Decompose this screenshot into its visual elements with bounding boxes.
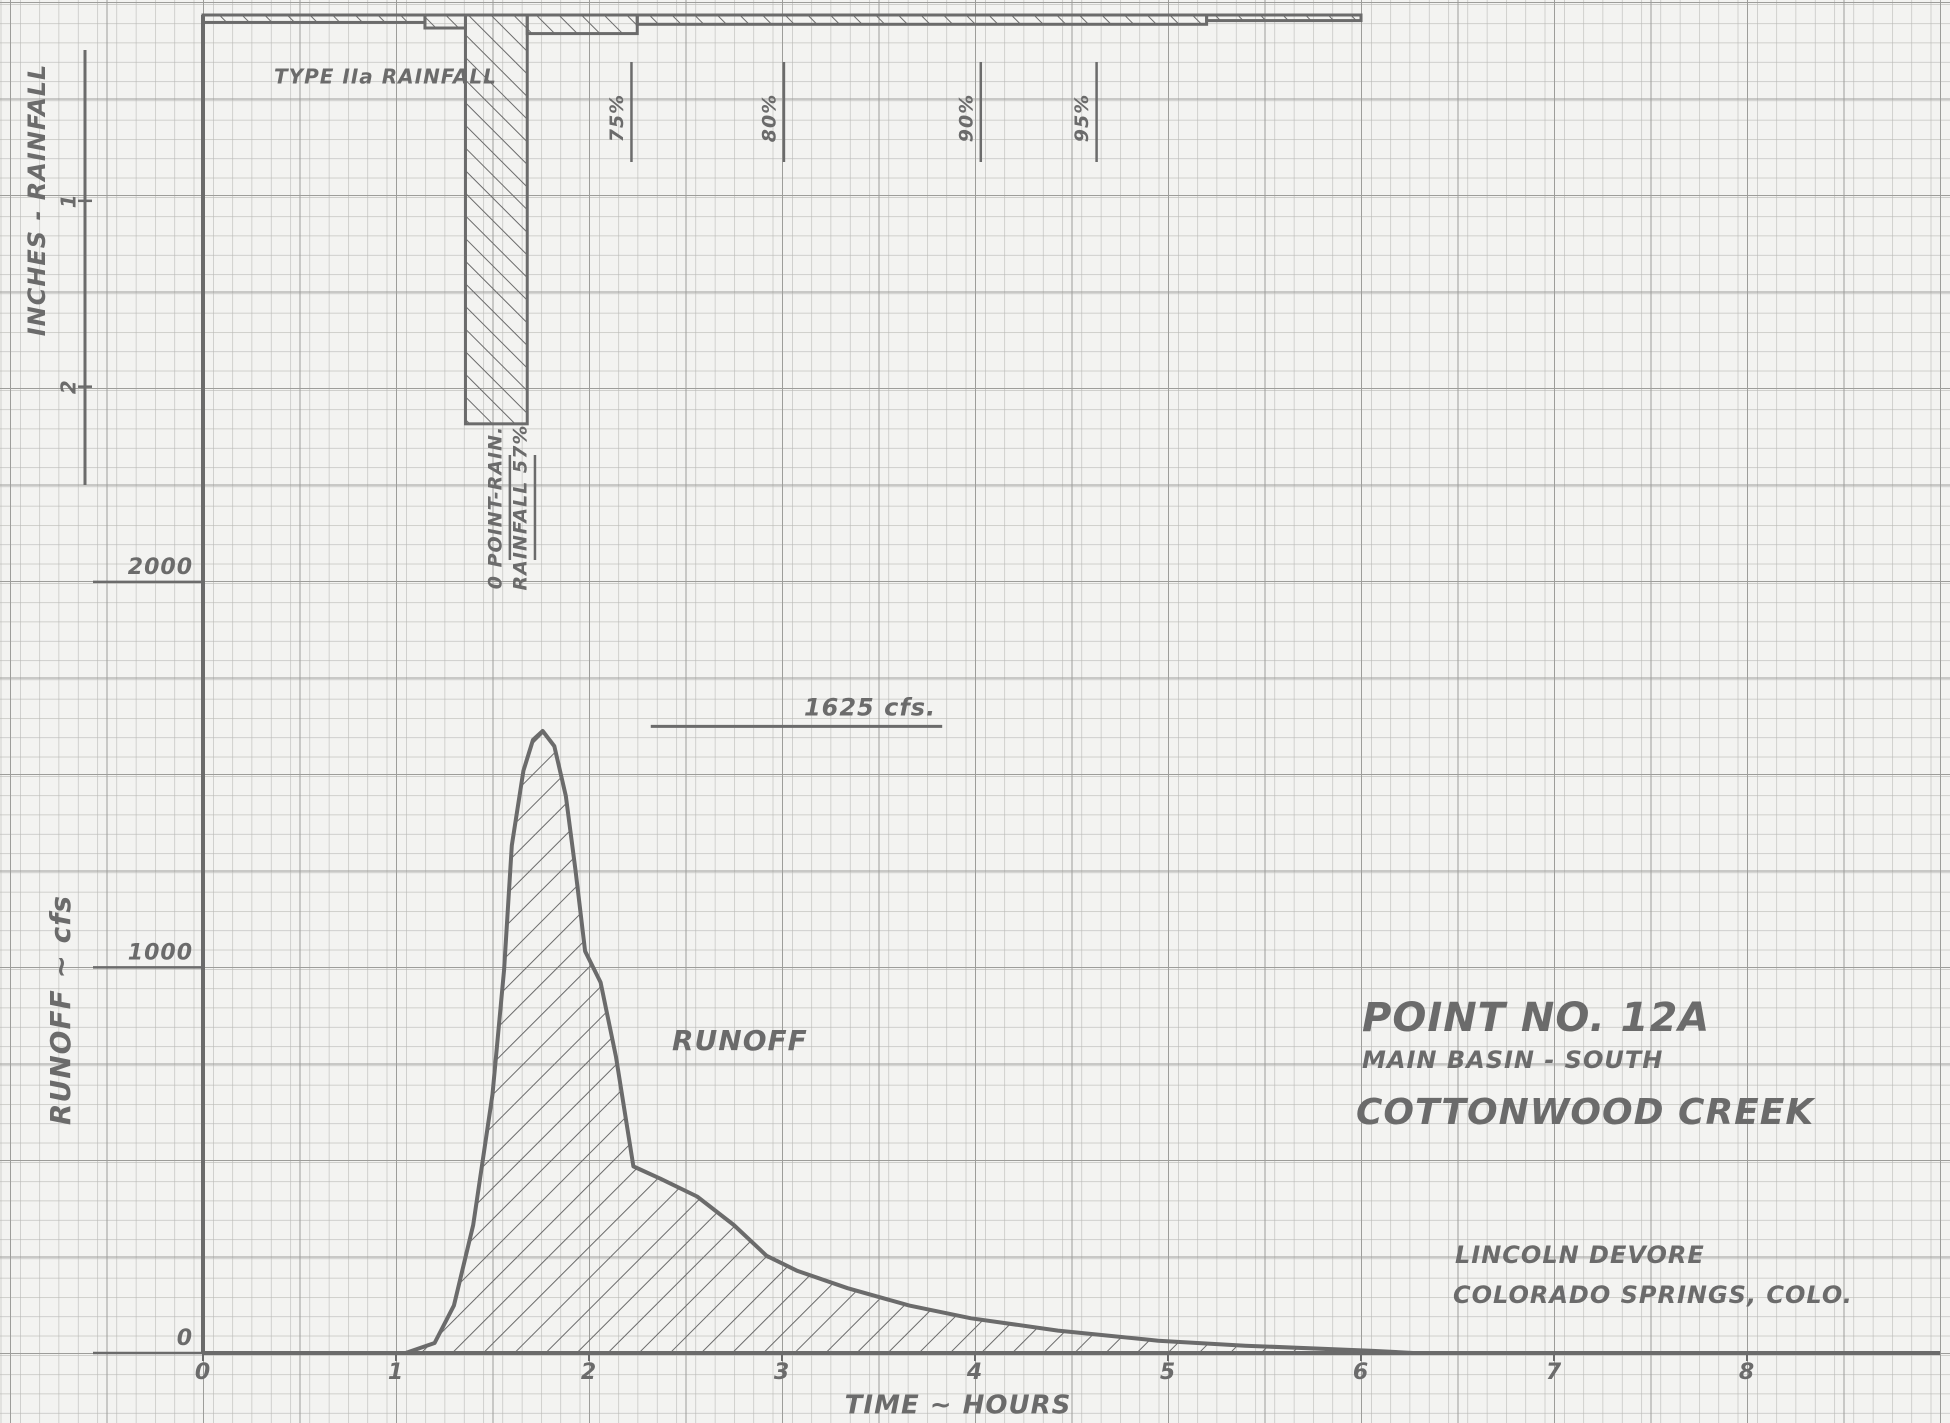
- x-tick-label: 2: [581, 1360, 597, 1385]
- chart: POINT NO. 12A MAIN BASIN - SOUTH COTTONW…: [0, 0, 1950, 1423]
- rain-bar: [527, 15, 637, 34]
- y2-tick-label: 1: [57, 193, 81, 208]
- rain-bar: [1207, 15, 1361, 21]
- y-tick-label: 2000: [128, 555, 193, 580]
- x-tick-label: 1: [388, 1360, 404, 1385]
- marker-label: 75%: [606, 94, 628, 142]
- y-axis-label: RUNOFF ~ cfs: [44, 895, 77, 1125]
- x-axis-label: TIME ~ HOURS: [845, 1391, 1072, 1421]
- rain-bar: [425, 15, 466, 28]
- x-tick-label: 4: [966, 1360, 983, 1385]
- x-tick-label: 6: [1353, 1360, 1369, 1385]
- x-tick-label: 7: [1546, 1360, 1562, 1385]
- marker-label: 90%: [955, 94, 977, 142]
- marker-label: 95%: [1071, 94, 1093, 142]
- series-label: TYPE IIa RAINFALL: [274, 65, 497, 89]
- series-label: RUNOFF: [672, 1024, 808, 1057]
- marker-label: 80%: [758, 94, 780, 142]
- annotation: COLORADO SPRINGS, COLO.: [1453, 1281, 1853, 1309]
- rain-bar: [637, 15, 1206, 24]
- x-tick-label: 8: [1739, 1360, 1755, 1385]
- y-tick-label: 1000: [128, 940, 193, 965]
- y2-axis-label: INCHES - RAINFALL: [23, 64, 51, 337]
- annotation: LINCOLN DEVORE: [1455, 1241, 1705, 1269]
- marker-label: 0 POINT-RAIN.: [484, 426, 506, 589]
- y2-tick-label: 2: [57, 379, 81, 394]
- graph-paper: [0, 0, 1950, 1423]
- x-tick-label: 5: [1160, 1360, 1176, 1385]
- chart-title: POINT NO. 12A: [1362, 995, 1710, 1041]
- chart-subtitle: MAIN BASIN - SOUTH: [1362, 1046, 1663, 1074]
- annotation: COTTONWOOD CREEK: [1356, 1092, 1816, 1133]
- x-tick-label: 3: [774, 1360, 790, 1385]
- peak-label: 1625 cfs.: [804, 693, 936, 721]
- marker-label: RAINFALL 57%: [509, 425, 531, 591]
- x-tick-label: 0: [195, 1360, 211, 1385]
- y-tick-label: 0: [177, 1326, 193, 1351]
- rain-bar: [203, 15, 425, 22]
